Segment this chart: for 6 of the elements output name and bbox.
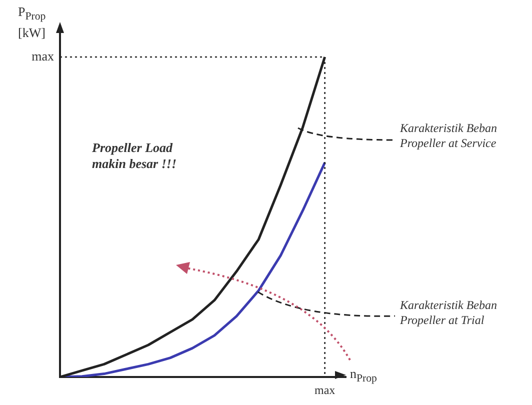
text: Karakteristik Beban Propeller at Trial <box>400 298 498 328</box>
x-axis-title: n$_{Prop}$ <box>350 366 377 385</box>
annotation: Propeller Load makin besar !!! <box>92 140 178 172</box>
text: max <box>32 48 54 64</box>
text: max <box>314 383 336 398</box>
text: Karakteristik Beban Propeller at Service <box>400 121 498 151</box>
